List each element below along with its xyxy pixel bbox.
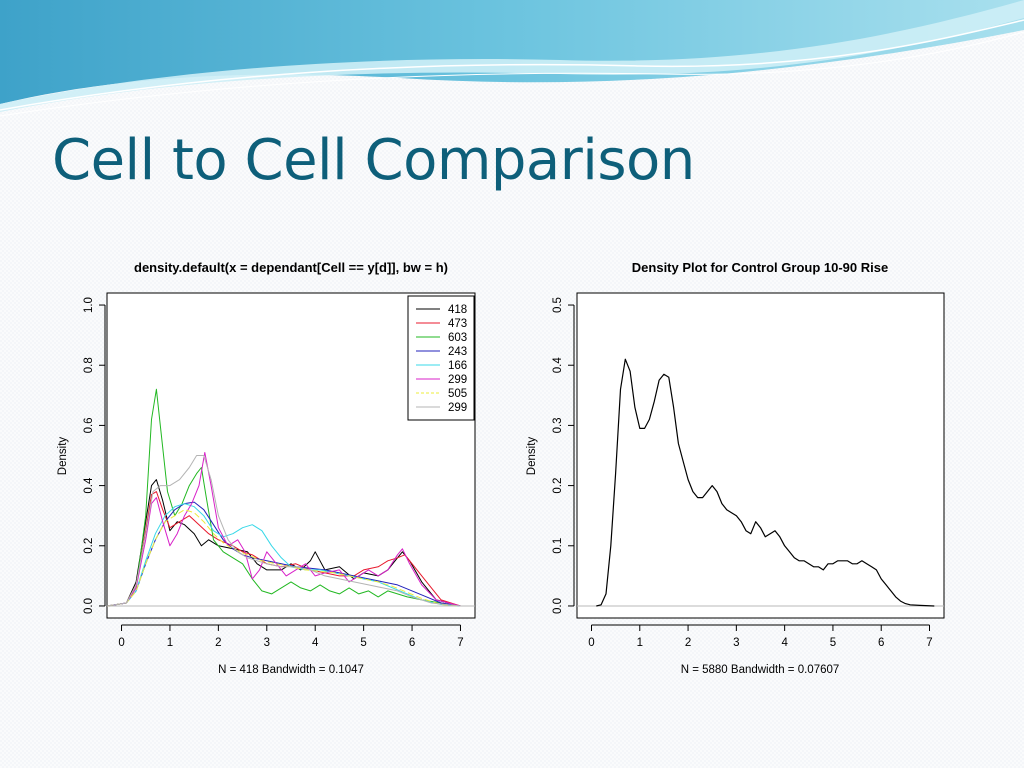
chart-right: Density Plot for Control Group 10-90 Ris… — [526, 260, 945, 676]
chart-left-title: density.default(x = dependant[Cell == y[… — [134, 260, 448, 275]
x-tick-label: 1 — [637, 637, 643, 649]
x-tick-label: 1 — [167, 637, 173, 649]
y-tick-label: 0.4 — [552, 357, 564, 374]
y-tick-label: 0.3 — [552, 417, 564, 433]
legend-label: 505 — [448, 388, 467, 400]
x-tick-label: 7 — [926, 637, 932, 649]
chart-right-xlabel: N = 5880 Bandwidth = 0.07607 — [681, 664, 840, 676]
header-banner — [0, 0, 1024, 117]
x-tick-label: 0 — [118, 637, 124, 649]
y-tick-label: 0.4 — [83, 477, 95, 494]
x-tick-label: 5 — [360, 637, 366, 649]
chart-right-ylabel: Density — [526, 437, 538, 476]
chart-right-x-axis: 0 1 2 3 4 5 6 7 — [588, 624, 933, 649]
chart-right-y-axis: 0.0 0.1 0.2 0.3 0.4 0.5 — [552, 297, 575, 614]
y-tick-label: 0.6 — [83, 417, 95, 433]
x-tick-label: 6 — [409, 637, 415, 649]
y-tick-label: 0.2 — [83, 538, 95, 554]
legend-label: 603 — [448, 332, 467, 344]
legend-label: 473 — [448, 318, 467, 330]
y-tick-label: 0.0 — [83, 598, 95, 614]
y-tick-label: 1.0 — [83, 297, 95, 313]
legend-label: 299 — [448, 402, 467, 414]
legend-label: 299 — [448, 374, 467, 386]
x-tick-label: 6 — [878, 637, 884, 649]
y-tick-label: 0.5 — [552, 297, 564, 313]
series-line-2 — [106, 388, 475, 607]
chart-right-title: Density Plot for Control Group 10-90 Ris… — [632, 260, 888, 275]
x-tick-label: 0 — [588, 637, 594, 649]
x-tick-label: 7 — [457, 637, 463, 649]
chart-left-xlabel: N = 418 Bandwidth = 0.1047 — [218, 664, 364, 676]
legend-label: 243 — [448, 346, 467, 358]
x-tick-label: 5 — [830, 637, 836, 649]
x-tick-label: 2 — [685, 637, 691, 649]
x-tick-label: 2 — [215, 637, 221, 649]
legend: 418 473 603 243 166 299 505 299 — [407, 295, 475, 421]
legend-items: 418 473 603 243 166 299 505 299 — [416, 304, 467, 414]
x-tick-label: 3 — [264, 637, 270, 649]
legend-label: 418 — [448, 304, 467, 316]
y-tick-label: 0.2 — [552, 478, 564, 494]
chart-left: density.default(x = dependant[Cell == y[… — [57, 260, 476, 676]
x-tick-label: 4 — [312, 637, 319, 649]
x-tick-label: 4 — [781, 637, 788, 649]
chart-right-frame — [576, 292, 945, 619]
y-tick-label: 0.8 — [83, 357, 95, 373]
slide-title: Cell to Cell Comparison — [52, 128, 695, 193]
legend-box — [407, 295, 475, 421]
legend-label: 166 — [448, 360, 467, 372]
x-tick-label: 3 — [733, 637, 739, 649]
series-line-7 — [106, 455, 475, 607]
series-line-0 — [106, 479, 475, 607]
series-line-4 — [106, 503, 475, 607]
chart-left-y-axis: 0.0 0.2 0.4 0.6 0.8 1.0 — [83, 297, 106, 614]
chart-left-series — [106, 388, 475, 607]
series-line-6 — [106, 509, 475, 607]
chart-left-x-axis: 0 1 2 3 4 5 6 7 — [118, 624, 464, 649]
y-tick-label: 0.1 — [552, 538, 564, 554]
series-line-0 — [596, 358, 935, 607]
chart-right-series — [596, 358, 935, 607]
chart-left-ylabel: Density — [57, 437, 69, 476]
y-tick-label: 0.0 — [552, 598, 564, 614]
